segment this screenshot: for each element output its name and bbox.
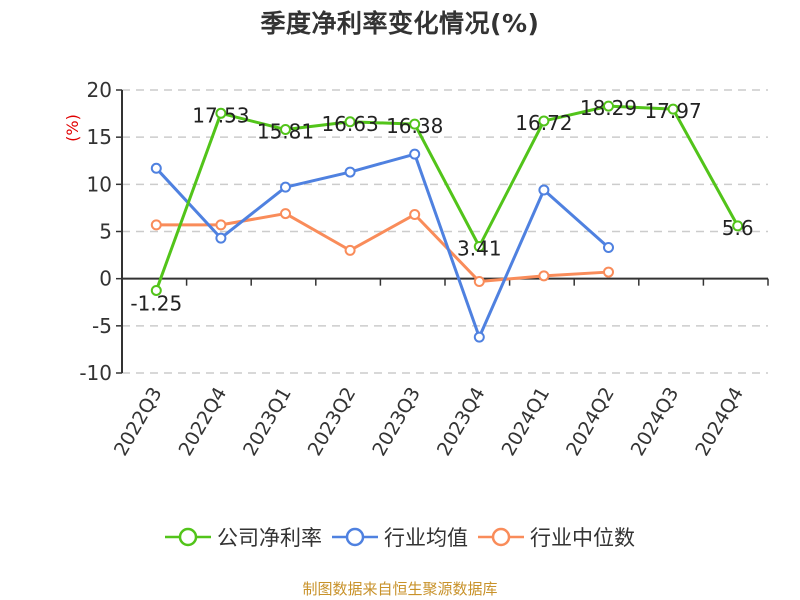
data-point-marker [473,331,485,343]
data-point-marker [150,219,162,231]
x-tick-label: 2023Q4 [433,384,490,460]
x-tick-label: 2023Q1 [239,384,296,460]
data-point-marker [409,148,421,160]
y-tick-label: 5 [99,220,112,244]
series-line [156,212,609,283]
chart-title: 季度净利率变化情况(%) [260,9,540,38]
data-point-marker [280,181,291,193]
data-point-marker [409,118,421,130]
data-point-marker [473,275,485,287]
data-point-marker [344,166,356,178]
data-point-marker [280,208,291,220]
y-tick-label: 0 [99,267,112,291]
data-point-marker [150,162,162,174]
legend-item-industry-average[interactable]: 行业均值 [332,522,468,552]
data-label: 16.72 [515,111,572,135]
legend-line-circle-icon [165,527,211,547]
legend-item-company-net-margin[interactable]: 公司净利率 [165,522,322,552]
data-label: 16.63 [321,112,378,136]
x-tick-label: 2023Q3 [368,384,425,460]
data-label: 17.53 [192,103,249,127]
data-point-marker [215,232,227,244]
legend-line-circle-icon [332,527,378,547]
y-tick-label: -10 [79,361,112,385]
chart-legend: 公司净利率 行业均值 行业中位数 [0,522,800,552]
x-tick-label: 2024Q3 [627,384,684,460]
data-point-marker [667,103,679,115]
legend-label: 公司净利率 [217,526,322,550]
data-point-marker [538,115,550,127]
legend-line-circle-icon [478,527,524,547]
data-point-marker [732,220,744,232]
x-tick-label: 2024Q4 [691,384,748,460]
x-tick-label: 2022Q3 [110,384,167,460]
y-tick-label: 15 [87,125,112,149]
data-label: -1.25 [130,291,182,315]
data-point-marker [603,100,614,112]
data-point-marker [538,270,550,282]
x-tick-label: 2024Q1 [497,384,554,460]
y-tick-label: 10 [87,172,112,196]
data-point-marker [150,284,162,296]
data-label: 3.41 [457,236,502,260]
data-point-marker [473,240,485,252]
data-label: 5.6 [722,216,754,240]
data-point-marker [603,266,614,278]
data-point-marker [215,219,227,231]
y-tick-label: 20 [87,78,112,102]
data-label: 18.29 [580,96,637,120]
data-label: 16.38 [386,114,443,138]
data-point-marker [409,209,421,221]
data-label: 15.81 [257,120,314,144]
x-tick-label: 2023Q2 [304,384,361,460]
series-line [154,104,740,291]
legend-label: 行业均值 [384,526,468,550]
y-tick-label: -5 [92,314,112,338]
series-line [155,152,610,339]
data-point-marker [344,116,356,128]
legend-item-industry-median[interactable]: 行业中位数 [478,522,635,552]
data-point-marker [603,242,614,254]
data-point-marker [538,184,550,196]
data-point-marker [215,107,227,119]
data-point-marker [344,244,356,256]
x-tick-label: 2022Q4 [174,384,231,460]
data-point-marker [280,124,291,136]
data-label: 17.97 [644,99,701,123]
source-note: 制图数据来自恒生聚源数据库 [302,580,498,598]
legend-label: 行业中位数 [530,526,635,550]
x-tick-label: 2024Q2 [562,384,619,460]
y-axis-label: (%) [63,114,82,142]
